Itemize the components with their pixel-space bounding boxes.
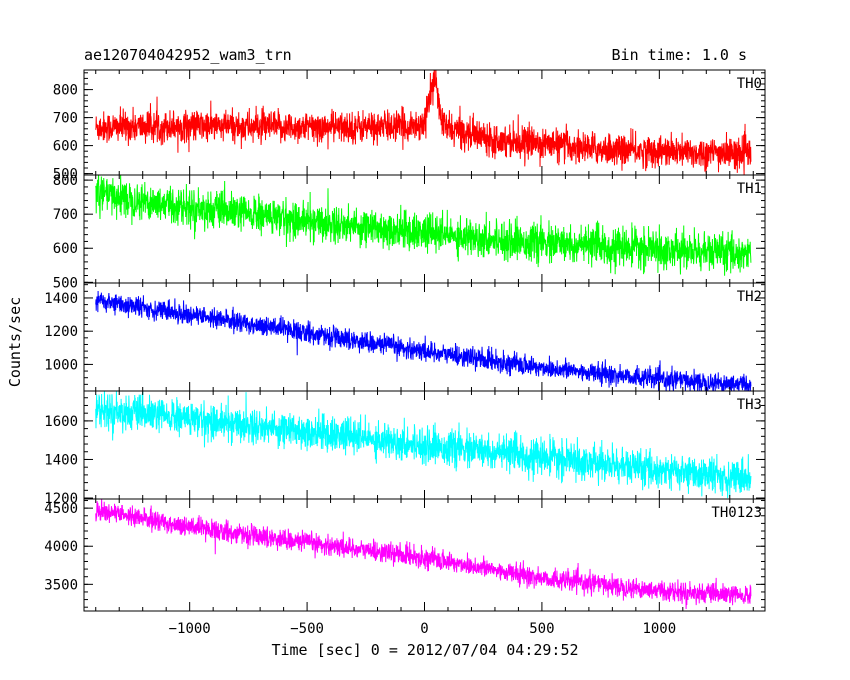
chart-title: ae120704042952_wam3_trn [84, 46, 292, 64]
x-tick-label: 500 [529, 621, 554, 637]
x-axis: −1000 −500 0 500 1000 [169, 621, 677, 637]
panel-label: TH3 [737, 397, 762, 413]
series-line-th0123 [95, 499, 752, 610]
panel-label: TH2 [737, 289, 762, 305]
x-tick-label: −500 [290, 621, 324, 637]
panel-th2: 1000 1200 1400 TH2 [44, 282, 766, 392]
y-tick-label: 600 [53, 241, 78, 257]
y-tick-label: 700 [53, 207, 78, 223]
y-tick-label: 3500 [44, 577, 78, 593]
panel-label: TH0123 [711, 505, 762, 521]
y-tick-label: 1400 [44, 291, 78, 307]
series-line-th0 [95, 70, 752, 175]
series-line-th2 [95, 290, 752, 391]
panel-th0: 500 600 700 800 TH0 [53, 69, 766, 183]
x-tick-label: 1000 [642, 621, 676, 637]
panel-label: TH1 [737, 181, 762, 197]
x-axis-title: Time [sec] 0 = 2012/07/04 04:29:52 [271, 641, 578, 659]
y-tick-label: 1400 [44, 452, 78, 468]
y-tick-label: 500 [53, 275, 78, 291]
y-tick-label: 4500 [44, 501, 78, 517]
y-tick-label: 600 [53, 139, 78, 155]
y-tick-label: 800 [53, 83, 78, 99]
y-tick-label: 700 [53, 111, 78, 127]
x-tick-label: −1000 [169, 621, 211, 637]
y-axis-title: Counts/sec [6, 297, 24, 387]
y-tick-label: 1600 [44, 414, 78, 430]
x-tick-label: 0 [420, 621, 428, 637]
panel-th1: 500 600 700 800 TH1 [53, 173, 766, 291]
panel-th3: 1200 1400 1600 TH3 [44, 390, 766, 507]
panel-label: TH0 [737, 76, 762, 92]
series-line-th3 [95, 391, 752, 499]
panel-th0123: 3500 4000 4500 TH0123 [44, 498, 766, 612]
y-tick-label: 1200 [44, 324, 78, 340]
chart-subtitle: Bin time: 1.0 s [612, 46, 747, 64]
y-tick-label: 1200 [44, 491, 78, 507]
y-tick-label: 800 [53, 173, 78, 189]
panels: 500 600 700 800 TH0 500 600 700 800 TH1 1000 1200 14… [44, 69, 766, 612]
y-tick-label: 500 [53, 167, 78, 183]
series-line-th1 [95, 175, 752, 276]
y-tick-label: 1000 [44, 357, 78, 373]
y-tick-label: 4000 [44, 539, 78, 555]
